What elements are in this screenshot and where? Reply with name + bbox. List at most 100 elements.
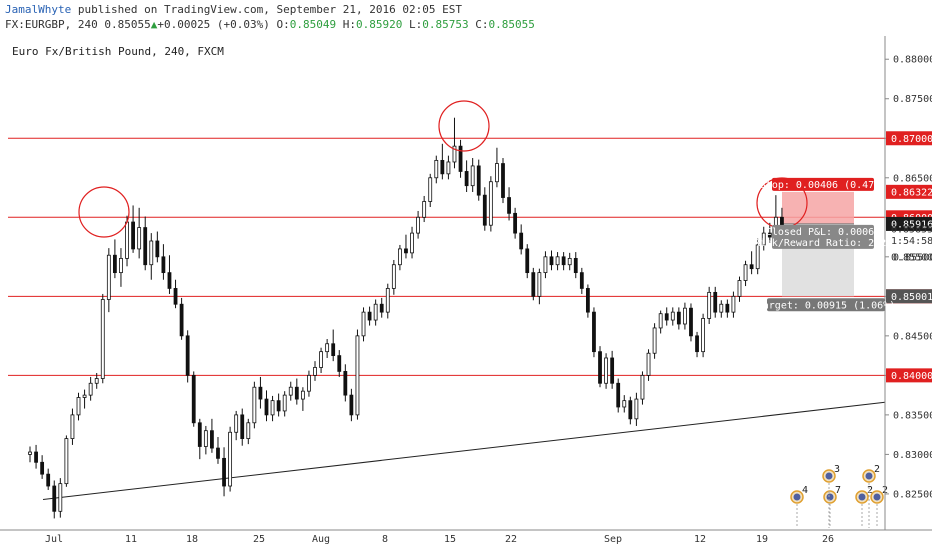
candle-body <box>398 248 402 266</box>
candle <box>549 250 554 271</box>
candle <box>228 426 233 492</box>
candle-body <box>155 240 160 258</box>
candle <box>343 364 348 402</box>
candle <box>446 155 451 180</box>
candle-body <box>573 257 578 274</box>
candle-body <box>282 394 287 412</box>
candle <box>476 159 481 201</box>
candle-body <box>549 256 554 266</box>
last-price: 0.85055 <box>104 18 151 31</box>
candle <box>416 210 420 239</box>
candle-body <box>173 288 178 305</box>
candle-body <box>246 422 251 439</box>
x-tick-label: 15 <box>444 534 456 545</box>
candle-body <box>64 438 69 485</box>
candle <box>179 297 184 340</box>
candle <box>234 410 239 441</box>
low-label: L: <box>409 18 423 31</box>
flag-icon <box>826 493 834 501</box>
candle <box>82 389 87 409</box>
y-tick-label: 0.82500 <box>893 489 932 500</box>
candle-body <box>743 264 748 281</box>
candle <box>592 307 596 358</box>
candle <box>695 331 699 358</box>
ohlc-header: FX:EURGBP, 240 0.85055▲+0.00025 (+0.03%)… <box>5 18 535 31</box>
pnl-label-bg <box>772 224 874 238</box>
candle <box>525 244 530 279</box>
candle <box>155 231 160 263</box>
candle-body <box>434 159 439 179</box>
candle <box>689 303 693 342</box>
candle-body <box>349 394 354 416</box>
y-tick-label: 0.87500 <box>893 94 932 105</box>
candle-body <box>579 272 584 289</box>
x-tick-label: Jul <box>45 534 63 545</box>
candle-body <box>592 311 596 353</box>
candle-body <box>100 299 105 379</box>
x-tick-label: 12 <box>694 534 706 545</box>
candle-body <box>276 400 281 412</box>
candle-body <box>683 307 687 325</box>
candle <box>246 418 251 445</box>
candle-body <box>670 311 675 321</box>
close-label: C: <box>475 18 489 31</box>
candle-body <box>40 461 45 475</box>
candle <box>404 234 408 259</box>
candle-body <box>313 367 317 376</box>
candle <box>385 283 390 319</box>
x-tick-label: 8 <box>382 534 388 545</box>
candle-body <box>185 335 190 376</box>
author-link[interactable]: JamalWhyte <box>5 3 72 16</box>
candle-body <box>240 414 245 439</box>
candle-body <box>695 335 699 353</box>
candle-body <box>252 386 257 424</box>
candle-body <box>143 227 148 266</box>
candle <box>646 349 651 381</box>
high-label: H: <box>342 18 357 31</box>
candle-body <box>604 357 608 384</box>
candle <box>137 207 142 259</box>
candle <box>349 388 354 422</box>
candle <box>149 233 154 280</box>
candle <box>428 173 433 208</box>
highlight-circle[interactable] <box>78 186 130 238</box>
candle-body <box>749 264 754 270</box>
candle-body <box>428 177 433 202</box>
candle <box>488 176 493 232</box>
candle <box>173 279 178 309</box>
candle-body <box>197 422 202 447</box>
candle-body <box>725 303 730 313</box>
candle-body <box>507 197 511 214</box>
highlight-circle[interactable] <box>438 100 490 152</box>
price-tag-label: 0.85500 <box>891 252 932 263</box>
candle-body <box>664 313 669 321</box>
event-badge-count: 3 <box>834 464 840 475</box>
high-value: 0.85920 <box>356 18 403 31</box>
candle <box>94 372 99 389</box>
candle-body <box>234 414 239 433</box>
stop-zone[interactable] <box>782 191 854 224</box>
candle <box>585 284 590 318</box>
candle-body <box>210 430 214 449</box>
candle-body <box>495 163 499 183</box>
candle <box>222 447 226 497</box>
candle <box>755 238 760 275</box>
candle <box>422 195 427 223</box>
candle-body <box>761 232 766 246</box>
candle <box>707 286 712 324</box>
trendline[interactable] <box>42 401 886 500</box>
candle <box>216 437 220 464</box>
candle <box>464 160 469 193</box>
candle-body <box>58 483 63 512</box>
price-tag <box>886 216 932 231</box>
candle-body <box>343 371 348 396</box>
flag-icon <box>858 493 866 501</box>
candle-body <box>385 288 390 313</box>
candle-body <box>622 400 627 408</box>
candle <box>628 396 633 425</box>
candle <box>531 267 536 301</box>
candle <box>197 418 202 460</box>
candle <box>391 259 396 295</box>
candle-body <box>137 227 142 250</box>
